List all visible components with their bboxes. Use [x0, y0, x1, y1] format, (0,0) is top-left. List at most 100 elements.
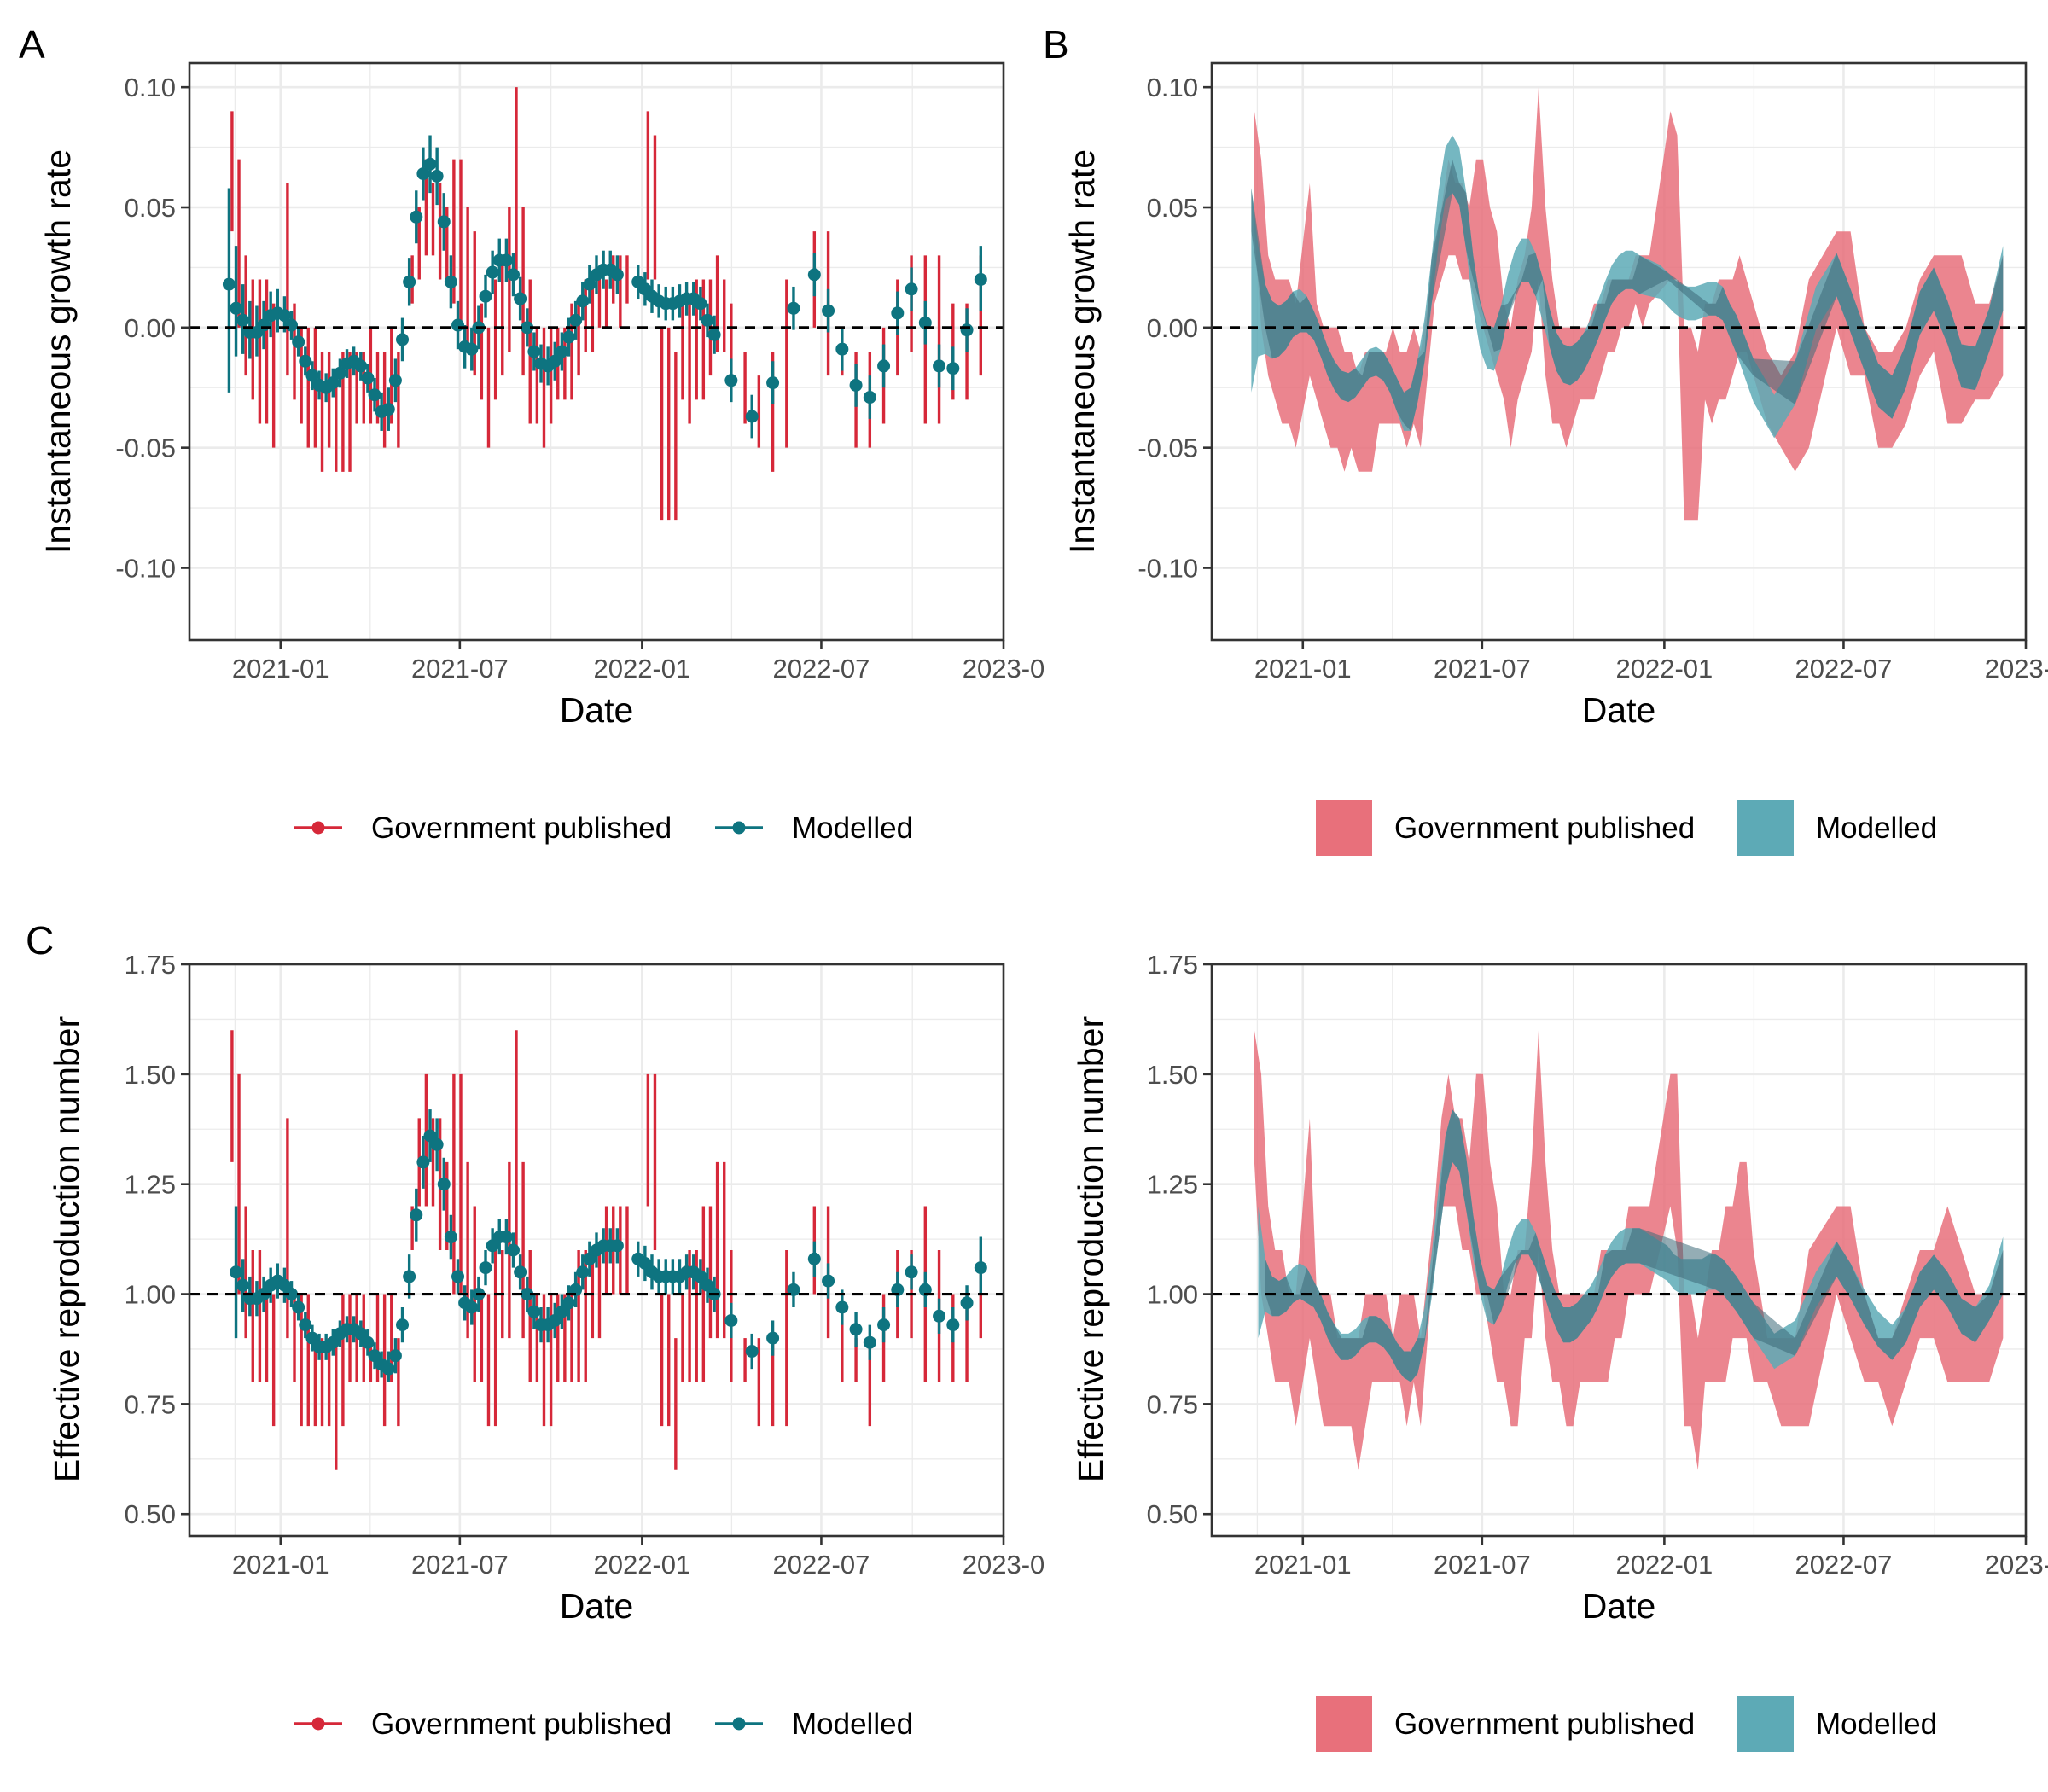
- legend: Government published Modelled: [1316, 1696, 1937, 1752]
- modelled-point-41: [514, 1265, 527, 1279]
- modelled-point-50: [569, 313, 583, 327]
- legend-label-modelled: Modelled: [792, 812, 913, 845]
- modelled-point-10: [299, 1318, 312, 1332]
- y-tick-label: 1.25: [1147, 1170, 1198, 1200]
- modelled-point-49: [562, 330, 576, 344]
- x-tick-label: 2022-01: [1615, 654, 1713, 684]
- legend-label-modelled: Modelled: [792, 1708, 913, 1741]
- modelled-point-79: [891, 306, 905, 320]
- panel-border: [1210, 61, 2028, 642]
- modelled-point-68: [724, 1313, 738, 1327]
- modelled-point-30: [437, 1178, 451, 1191]
- y-tick-label: -0.05: [1137, 433, 1198, 463]
- modelled-point-56: [610, 268, 624, 282]
- modelled-point-51: [576, 294, 590, 308]
- x-tick-label: 2021-01: [1254, 1550, 1352, 1580]
- x-tick-label: 2021-01: [232, 654, 329, 684]
- y-tick-label: 0.10: [125, 73, 176, 102]
- modelled-point-84: [960, 323, 974, 337]
- modelled-point-23: [388, 1349, 402, 1363]
- modelled-point-33: [451, 318, 465, 332]
- modelled-point-34: [465, 1300, 479, 1314]
- y-tick-label: 0.75: [125, 1389, 176, 1419]
- plot-area: [1254, 1030, 2004, 1470]
- modelled-point-47: [548, 354, 561, 368]
- modelled-point-72: [787, 301, 800, 315]
- modelled-point-25: [403, 1270, 416, 1283]
- x-tick-label: 2022-01: [1615, 1550, 1713, 1580]
- modelled-point-51: [583, 1252, 596, 1265]
- modelled-point-43: [527, 1305, 541, 1318]
- x-tick-label: 2022-01: [593, 1550, 690, 1580]
- modelled-point-12: [305, 369, 319, 382]
- x-tick-label: 2023-0: [963, 1550, 1045, 1580]
- y-tick-label: -0.05: [115, 433, 176, 463]
- modelled-point-37: [479, 289, 492, 303]
- x-axis-title: Date: [1582, 690, 1656, 730]
- modelled-point-8: [285, 1288, 299, 1301]
- y-tick-label: 0.75: [1147, 1389, 1198, 1419]
- x-axis-title: Date: [1582, 1586, 1656, 1626]
- panel-2: 0.10 0.05 0.00 -0.05 -0.10 2021-01 2021-07 2022…: [1043, 22, 2048, 856]
- x-tick-label: 2021-07: [411, 654, 509, 684]
- modelled-point-47: [555, 1305, 568, 1318]
- x-tick-label: 2023-0: [1985, 654, 2048, 684]
- modelled-point-84: [974, 1261, 987, 1275]
- modelled-point-79: [905, 1265, 918, 1279]
- modelled-point-35: [465, 342, 479, 356]
- modelled-point-40: [507, 1243, 521, 1257]
- modelled-point-68: [707, 328, 721, 341]
- y-tick-label: 1.00: [1147, 1280, 1198, 1310]
- modelled-point-69: [745, 1345, 759, 1359]
- modelled-point-27: [410, 210, 423, 224]
- x-tick-label: 2022-07: [773, 1550, 870, 1580]
- modelled-point-73: [822, 1274, 835, 1288]
- modelled-point-0: [230, 1265, 243, 1279]
- modelled-point-20: [361, 371, 375, 385]
- modelled-point-19: [361, 1335, 375, 1349]
- modelled-point-9: [285, 318, 299, 332]
- modelled-point-82: [946, 1318, 960, 1332]
- y-tick-label: 0.00: [125, 313, 176, 343]
- y-tick-label: 0.50: [1147, 1499, 1198, 1529]
- modelled-point-66: [694, 297, 707, 311]
- modelled-point-52: [583, 277, 596, 291]
- modelled-point-70: [766, 1331, 780, 1345]
- panel-letter: C: [26, 918, 54, 963]
- y-tick-label: 0.10: [1147, 73, 1198, 102]
- modelled-point-57: [638, 1256, 652, 1270]
- x-axis-title: Date: [560, 1586, 634, 1626]
- modelled-point-83: [946, 362, 960, 375]
- modelled-point-0: [222, 277, 236, 291]
- legend-label-modelled: Modelled: [1816, 812, 1937, 845]
- panel-border: [1210, 963, 2028, 1538]
- modelled-point-22: [381, 1362, 395, 1376]
- modelled-point-24: [396, 1318, 410, 1332]
- y-tick-label: 1.75: [125, 950, 176, 980]
- modelled-point-15: [326, 376, 340, 390]
- y-axis-title: Effective reproduction number: [1071, 1016, 1110, 1482]
- modelled-point-43: [521, 321, 534, 335]
- modelled-point-80: [905, 282, 918, 296]
- legend-key-government-point: [311, 821, 325, 835]
- panel-letter: A: [19, 22, 45, 67]
- modelled-point-21: [368, 388, 381, 402]
- modelled-point-41: [507, 268, 521, 282]
- plot-area: [222, 87, 987, 521]
- modelled-point-16: [333, 366, 346, 380]
- legend-label-government: Government published: [371, 812, 672, 845]
- x-tick-label: 2023-0: [963, 654, 1045, 684]
- modelled-point-82: [933, 359, 946, 373]
- x-tick-label: 2023-0: [1985, 1550, 2048, 1580]
- modelled-point-18: [354, 1327, 368, 1341]
- modelled-point-8: [277, 309, 291, 323]
- legend: Government published Modelled: [1316, 800, 1937, 856]
- modelled-point-11: [299, 354, 312, 368]
- y-tick-label: -0.10: [1137, 554, 1198, 584]
- modelled-point-40: [499, 253, 513, 267]
- modelled-point-70: [745, 410, 759, 423]
- modelled-point-37: [486, 1239, 499, 1253]
- x-tick-label: 2021-07: [1434, 654, 1531, 684]
- legend-key-modelled-point: [732, 1717, 746, 1731]
